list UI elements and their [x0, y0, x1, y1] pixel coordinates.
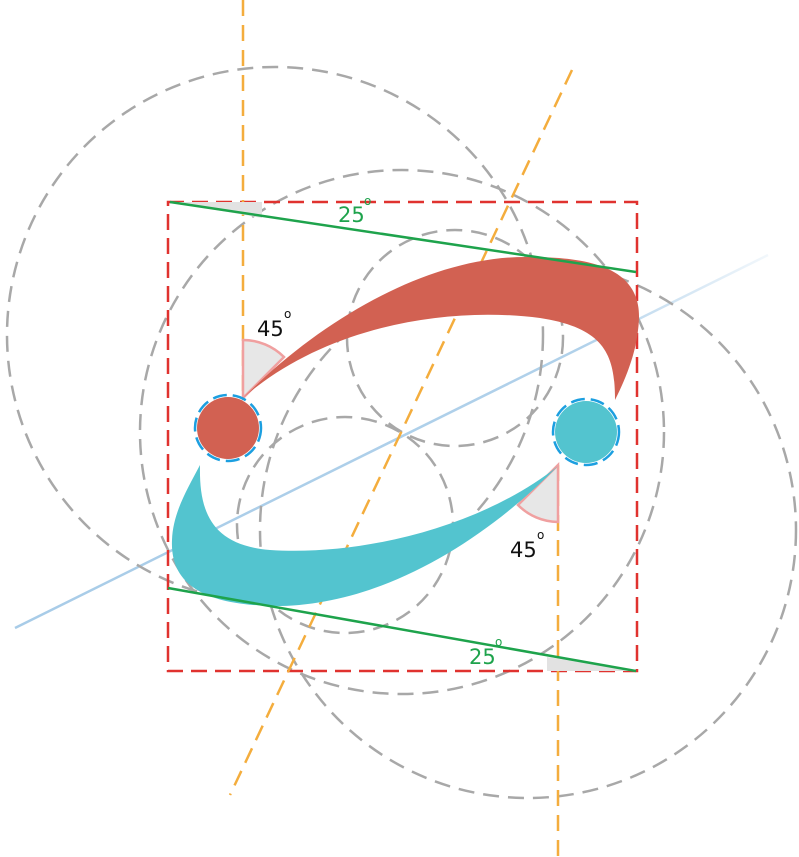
angle-degree-left: o	[284, 307, 291, 321]
red-bounding-frame	[166, 200, 639, 673]
orange-guides	[228, 0, 574, 857]
angle-arc-right	[516, 461, 560, 524]
red-dot-dashed-ring	[193, 393, 263, 463]
angle-degree-top: o	[364, 194, 371, 208]
red-dot	[197, 397, 259, 459]
construction-circle-large-left	[5, 65, 545, 605]
green-tangent-line-bottom	[167, 586, 637, 673]
angle-label-top: 25	[338, 203, 365, 227]
construction-circle-large-right	[258, 260, 798, 800]
angle-degree-bottom: o	[495, 635, 502, 649]
red-swoosh-shape	[243, 256, 640, 400]
orange-diagonal-guide	[228, 69, 574, 796]
construction-circle-medium	[138, 168, 666, 696]
angle-arc-left	[241, 338, 286, 402]
cyan-dot-dashed-ring	[551, 397, 621, 467]
angle-label-right: 45	[510, 538, 537, 562]
cyan-dot	[555, 401, 617, 463]
green-tangent-line-top	[169, 200, 637, 274]
angle-label-bottom: 25	[469, 645, 496, 669]
cyan-swoosh-shape	[171, 465, 558, 606]
angle-label-left: 45	[257, 317, 284, 341]
angle-degree-right: o	[537, 528, 544, 542]
